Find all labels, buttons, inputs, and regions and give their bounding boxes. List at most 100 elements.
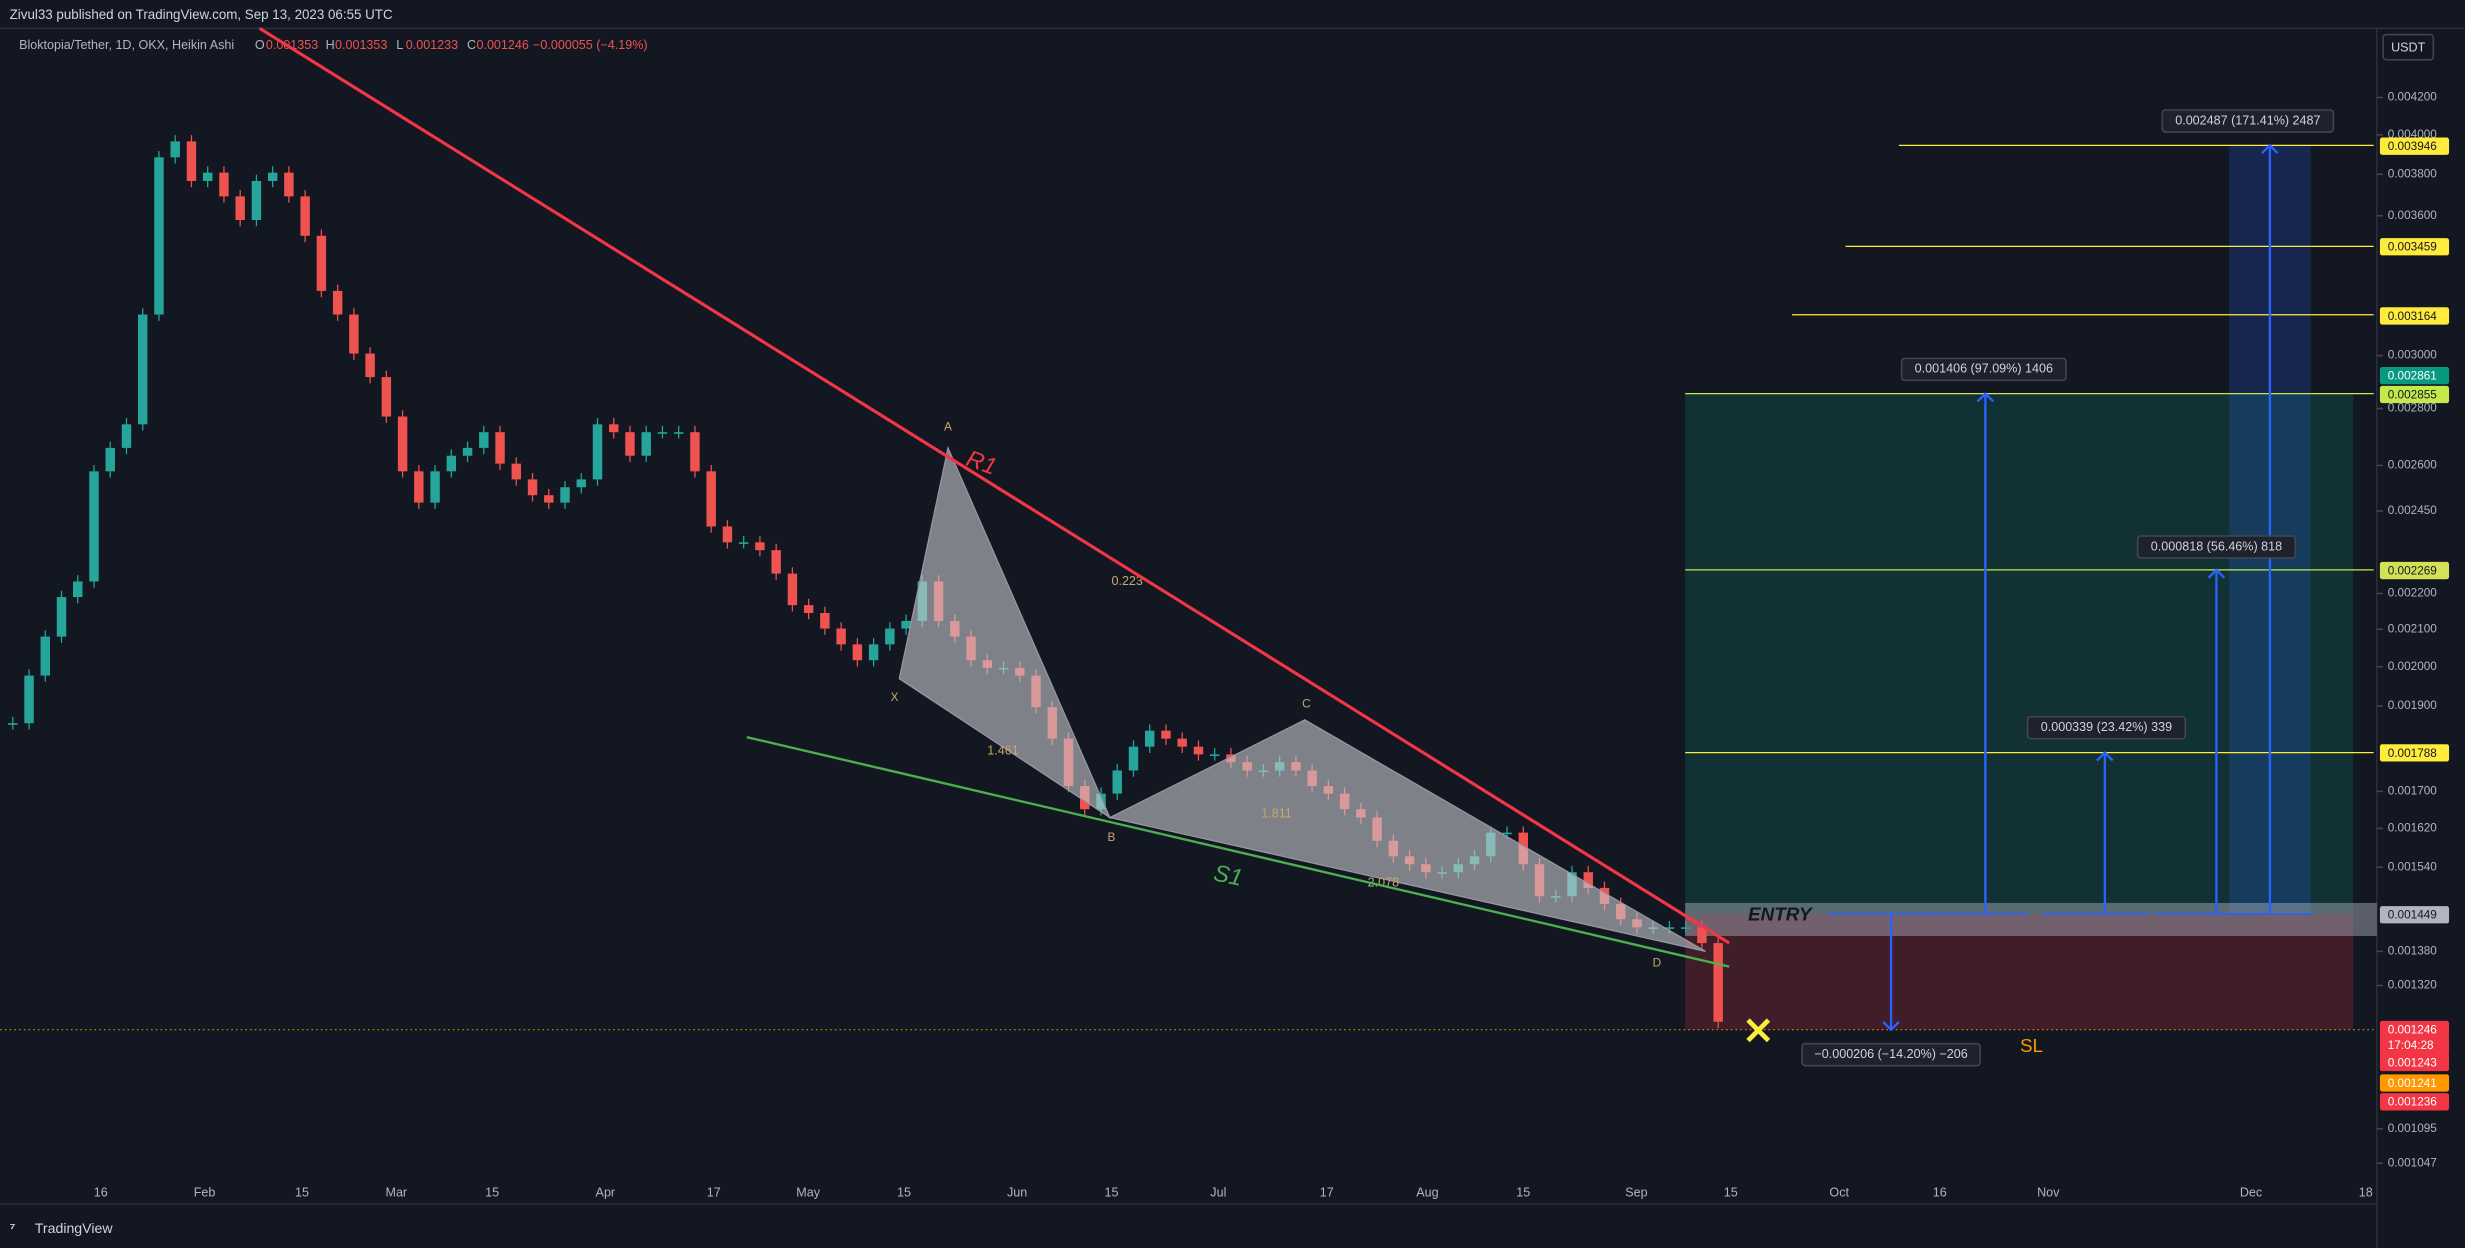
x-tick-label: 15: [1516, 1185, 1530, 1199]
change: −0.000055 (−4.19%): [533, 38, 648, 52]
price-tag-label: 0.001449: [2388, 909, 2437, 922]
x-tick-label: Dec: [2240, 1185, 2262, 1199]
candle: [40, 636, 50, 676]
candle: [868, 644, 879, 661]
candle: [495, 432, 505, 464]
candle: [73, 581, 83, 598]
candle: [170, 141, 180, 158]
candle: [673, 432, 684, 434]
ohlc-value: 0.001353: [335, 38, 387, 52]
y-tick-label: 0.001095: [2388, 1122, 2438, 1135]
candle: [1161, 730, 1171, 739]
candle: [690, 432, 700, 472]
candle: [755, 542, 765, 551]
measure-label-box: [2161, 109, 2335, 133]
price-tag: [2379, 238, 2450, 256]
candle: [852, 644, 863, 661]
candle: [8, 723, 18, 725]
candle: [56, 597, 67, 637]
legend: Bloktopia/Tether, 1D, OKX, Heikin Ashi: [19, 38, 234, 52]
candle: [462, 447, 473, 456]
candle: [349, 314, 359, 354]
candle: [1112, 770, 1122, 794]
y-tick-label: 0.002600: [2388, 459, 2438, 472]
price-tag-label: 0.003459: [2388, 241, 2437, 254]
y-tick-label: 0.002450: [2388, 504, 2438, 517]
candle: [1664, 927, 1675, 929]
candle: [1502, 832, 1512, 835]
pattern-bcd: [1108, 719, 1706, 952]
candle: [836, 628, 846, 645]
candle: [722, 526, 733, 543]
measure-label: −0.000206 (−14.20%) −206: [1814, 1047, 1967, 1061]
candle: [625, 432, 635, 456]
publisher: Zivul33 published on TradingView.com, Se…: [10, 7, 393, 22]
price-tag: [2379, 1053, 2450, 1072]
candle: [430, 471, 440, 503]
currency[interactable]: USDT: [2391, 40, 2426, 54]
candle: [803, 605, 814, 613]
y-tick-label: 0.001320: [2388, 979, 2438, 992]
candle: [641, 432, 651, 456]
brand-logo: ⁷: [10, 1220, 16, 1236]
measure-label: 0.000339 (23.42%) 339: [2041, 720, 2172, 734]
arrow-head: [2207, 568, 2226, 579]
support-label: S1: [1211, 859, 1245, 890]
pattern-point-label: D: [1653, 957, 1662, 970]
pattern-point-label: X: [891, 691, 899, 704]
x-tick-label: Oct: [1829, 1185, 1849, 1199]
candle: [24, 675, 34, 724]
price-tag: [2379, 307, 2450, 325]
pattern-point-label: A: [944, 421, 952, 434]
currency-button[interactable]: [2382, 33, 2435, 61]
price-tag: [2379, 385, 2450, 404]
x-tick-label: 16: [1933, 1185, 1947, 1199]
x-tick-label: 15: [485, 1185, 499, 1199]
countdown-tag: [2379, 1037, 2450, 1055]
candle: [901, 620, 911, 629]
x-tick-label: 15: [1724, 1185, 1738, 1199]
entry-band: [1685, 902, 2377, 936]
measure-label-box: [1801, 1042, 1981, 1067]
candle: [657, 432, 668, 434]
candle: [138, 314, 148, 425]
candle: [154, 157, 164, 315]
candle: [300, 196, 310, 236]
candle: [1128, 746, 1139, 771]
x-tick-label: 15: [1104, 1185, 1118, 1199]
candle: [885, 628, 895, 645]
ohlc-value: 0.001233: [406, 38, 458, 52]
entry-label: ENTRY: [1748, 904, 1813, 925]
price-tag-label: 0.001788: [2388, 747, 2438, 760]
stop-label: SL: [2020, 1035, 2043, 1056]
price-tag: [2379, 906, 2450, 924]
countdown: 17:04:28: [2388, 1039, 2434, 1052]
pattern-point-label: C: [1302, 697, 1311, 710]
pattern-ratio: 0.223: [1111, 574, 1142, 588]
measure-label: 0.002487 (171.41%) 2487: [2175, 113, 2320, 127]
ohlc-label: O: [255, 38, 265, 52]
stop-zone: [1685, 913, 2354, 1030]
x-tick-label: Apr: [596, 1185, 616, 1199]
y-tick-label: 0.001700: [2388, 784, 2438, 797]
y-tick-label: 0.001540: [2388, 860, 2438, 873]
price-tag-label: 0.001246: [2388, 1023, 2438, 1036]
arrow-head: [2096, 750, 2114, 762]
measure-label: 0.001406 (97.09%) 1406: [1915, 362, 2053, 376]
candle: [332, 290, 343, 315]
candle: [121, 424, 132, 448]
arrow-head: [1976, 391, 1995, 403]
y-tick-label: 0.002800: [2388, 402, 2438, 415]
candle: [706, 471, 716, 527]
candle: [1713, 943, 1723, 1022]
candle: [235, 196, 245, 221]
pattern-ratio: 1.811: [1261, 807, 1292, 821]
candle: [1583, 872, 1593, 888]
x-tick-label: Feb: [194, 1185, 216, 1199]
candle: [89, 471, 99, 582]
price-tag-label: 0.002861: [2388, 370, 2437, 383]
candle: [527, 479, 538, 496]
x-tick-label: Sep: [1625, 1185, 1647, 1199]
